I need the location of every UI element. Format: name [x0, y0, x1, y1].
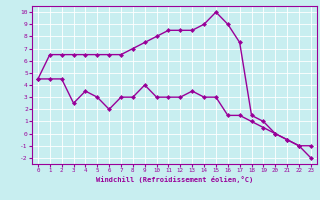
X-axis label: Windchill (Refroidissement éolien,°C): Windchill (Refroidissement éolien,°C): [96, 176, 253, 183]
